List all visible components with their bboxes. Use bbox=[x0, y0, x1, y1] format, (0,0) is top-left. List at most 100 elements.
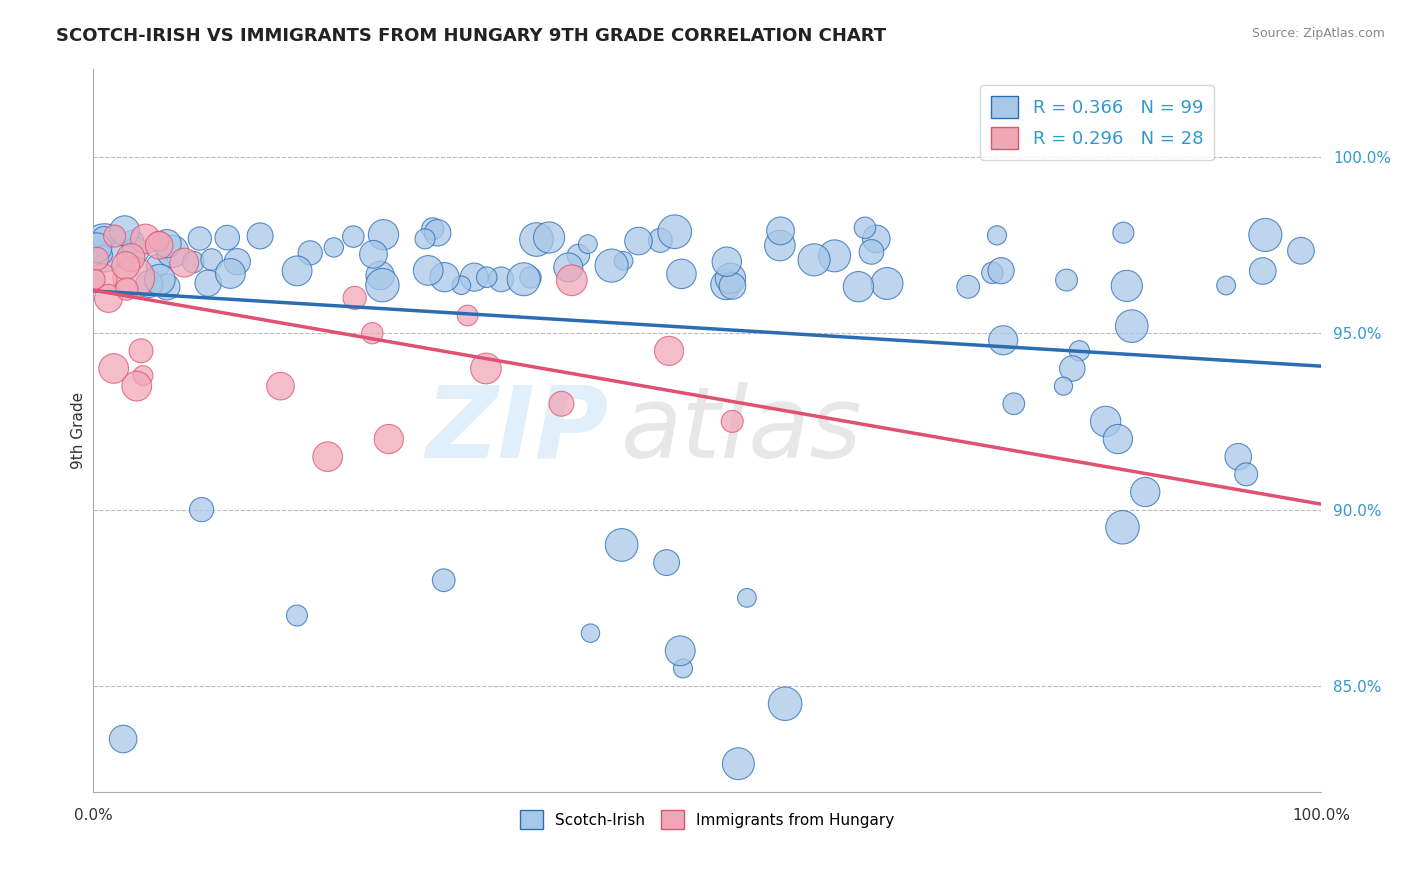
Point bbox=[658, 343, 681, 358]
Point bbox=[316, 450, 339, 464]
Point bbox=[993, 333, 1015, 347]
Point bbox=[426, 226, 449, 240]
Point bbox=[865, 232, 887, 246]
Point bbox=[97, 292, 120, 306]
Point bbox=[373, 227, 395, 242]
Point bbox=[114, 224, 136, 238]
Point bbox=[112, 732, 135, 747]
Point bbox=[600, 259, 623, 273]
Point bbox=[115, 282, 138, 296]
Point bbox=[149, 272, 172, 286]
Point bbox=[120, 251, 142, 265]
Point bbox=[803, 252, 825, 267]
Point bbox=[720, 271, 742, 285]
Point bbox=[610, 538, 633, 552]
Point bbox=[84, 272, 107, 286]
Point bbox=[714, 277, 737, 292]
Text: Source: ZipAtlas.com: Source: ZipAtlas.com bbox=[1251, 27, 1385, 40]
Point bbox=[876, 277, 898, 291]
Point bbox=[1289, 244, 1312, 258]
Point bbox=[433, 573, 456, 587]
Point bbox=[655, 556, 678, 570]
Point bbox=[672, 661, 695, 675]
Point bbox=[433, 270, 456, 285]
Point bbox=[103, 361, 125, 376]
Point bbox=[156, 280, 179, 294]
Point bbox=[249, 228, 271, 243]
Point bbox=[173, 255, 195, 269]
Point bbox=[1069, 343, 1091, 358]
Point bbox=[1062, 361, 1084, 376]
Point bbox=[132, 368, 155, 383]
Point bbox=[769, 224, 792, 238]
Point bbox=[342, 229, 364, 244]
Point bbox=[148, 234, 170, 248]
Point bbox=[1052, 379, 1074, 393]
Point bbox=[122, 270, 145, 285]
Point bbox=[1094, 414, 1116, 428]
Point bbox=[285, 264, 308, 278]
Point bbox=[579, 626, 602, 640]
Point bbox=[986, 228, 1008, 243]
Point bbox=[457, 309, 479, 323]
Point bbox=[512, 272, 534, 286]
Legend: Scotch-Irish, Immigrants from Hungary: Scotch-Irish, Immigrants from Hungary bbox=[515, 804, 900, 835]
Point bbox=[848, 279, 870, 293]
Text: ZIP: ZIP bbox=[426, 382, 609, 479]
Point bbox=[526, 233, 548, 247]
Point bbox=[576, 237, 599, 252]
Point bbox=[1112, 226, 1135, 240]
Point bbox=[121, 235, 143, 249]
Point bbox=[519, 270, 541, 285]
Point bbox=[1111, 520, 1133, 534]
Point bbox=[371, 278, 394, 293]
Point bbox=[91, 248, 114, 262]
Point bbox=[93, 241, 115, 255]
Point bbox=[450, 278, 472, 293]
Point bbox=[550, 397, 572, 411]
Point bbox=[138, 277, 160, 291]
Point bbox=[824, 249, 846, 263]
Point bbox=[188, 231, 211, 245]
Text: atlas: atlas bbox=[621, 382, 863, 479]
Point bbox=[299, 245, 322, 260]
Point bbox=[1234, 467, 1257, 482]
Point bbox=[671, 267, 693, 281]
Point bbox=[201, 252, 224, 267]
Point bbox=[361, 326, 384, 341]
Point bbox=[489, 272, 512, 286]
Point bbox=[1254, 227, 1277, 242]
Point bbox=[1135, 485, 1157, 500]
Point bbox=[567, 248, 589, 262]
Point bbox=[190, 502, 212, 516]
Y-axis label: 9th Grade: 9th Grade bbox=[72, 392, 86, 469]
Point bbox=[769, 238, 792, 252]
Point bbox=[217, 230, 239, 244]
Point bbox=[463, 270, 485, 285]
Point bbox=[156, 236, 179, 251]
Text: SCOTCH-IRISH VS IMMIGRANTS FROM HUNGARY 9TH GRADE CORRELATION CHART: SCOTCH-IRISH VS IMMIGRANTS FROM HUNGARY … bbox=[56, 27, 886, 45]
Point bbox=[664, 225, 686, 239]
Point bbox=[418, 263, 440, 277]
Point bbox=[125, 379, 148, 393]
Point bbox=[368, 268, 391, 283]
Point bbox=[363, 247, 385, 261]
Point bbox=[129, 343, 152, 358]
Point bbox=[93, 231, 115, 245]
Point bbox=[475, 361, 498, 376]
Point bbox=[146, 259, 169, 273]
Point bbox=[990, 263, 1012, 277]
Point bbox=[197, 276, 219, 290]
Point bbox=[860, 244, 883, 259]
Point bbox=[1107, 432, 1129, 446]
Point bbox=[1121, 319, 1143, 334]
Point bbox=[219, 267, 242, 281]
Point bbox=[669, 644, 692, 658]
Point bbox=[716, 254, 738, 268]
Point bbox=[627, 234, 650, 248]
Point bbox=[727, 756, 749, 771]
Point bbox=[1215, 278, 1237, 293]
Point bbox=[957, 280, 980, 294]
Point bbox=[538, 230, 561, 244]
Point bbox=[181, 255, 204, 269]
